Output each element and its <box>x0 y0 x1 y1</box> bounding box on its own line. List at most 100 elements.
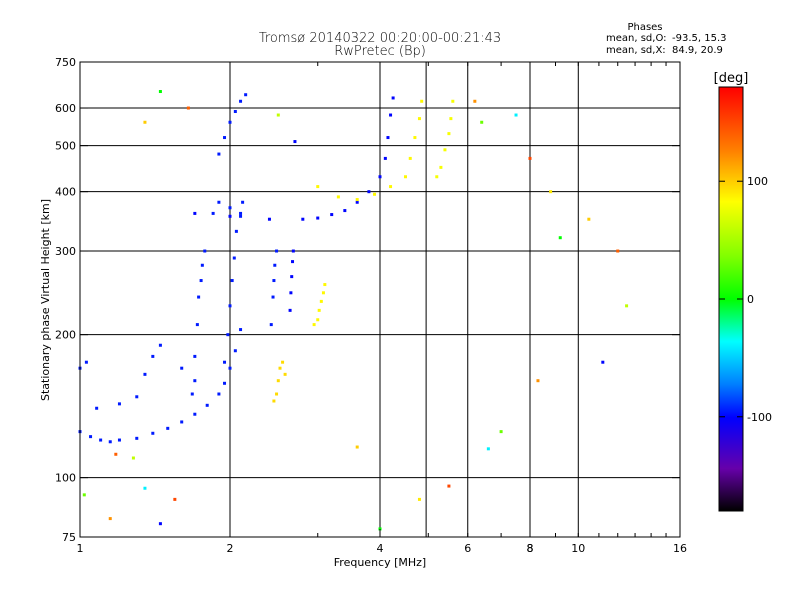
data-point <box>108 517 112 521</box>
data-point <box>301 217 305 221</box>
data-point <box>199 279 203 283</box>
data-point <box>275 392 279 396</box>
colorbar-unit-label: [deg] <box>714 71 749 86</box>
data-point <box>271 295 275 299</box>
data-point <box>355 200 359 204</box>
data-point <box>173 497 177 501</box>
data-point <box>343 209 347 213</box>
data-point <box>228 304 232 308</box>
data-point <box>211 211 215 215</box>
data-point <box>378 175 382 179</box>
data-point <box>114 452 118 456</box>
data-point <box>117 402 121 406</box>
data-point <box>158 522 162 526</box>
data-point <box>288 308 292 312</box>
data-point <box>316 216 320 220</box>
data-point <box>217 200 221 204</box>
data-point <box>316 185 320 189</box>
data-point <box>420 99 424 103</box>
data-point <box>158 90 162 94</box>
data-point <box>186 106 190 110</box>
data-point <box>143 372 147 376</box>
x-tick-label: 1 <box>77 542 84 555</box>
data-point <box>417 117 421 121</box>
data-point <box>601 360 605 364</box>
data-point <box>480 120 484 124</box>
data-point <box>272 279 276 283</box>
data-point <box>549 190 553 194</box>
x-tick-label: 6 <box>464 542 471 555</box>
data-point <box>558 236 562 240</box>
data-point <box>143 120 147 124</box>
data-point <box>193 412 197 416</box>
data-point <box>228 214 232 218</box>
data-point <box>283 372 287 376</box>
y-tick-label: 750 <box>55 56 76 69</box>
data-point <box>312 323 316 327</box>
x-tick-label: 8 <box>527 542 534 555</box>
x-tick-label: 16 <box>673 542 687 555</box>
data-point <box>499 430 503 434</box>
colorbar-tick-label: -100 <box>747 411 772 424</box>
data-point <box>355 445 359 449</box>
data-point <box>151 431 155 435</box>
chart-title: Tromsø 20140322 00:20:00-00:21:43 <box>259 31 501 46</box>
info-line-o-values: -93.5, 15.3 <box>672 33 727 44</box>
data-point <box>135 436 139 440</box>
data-point <box>131 456 135 460</box>
data-point <box>233 109 237 113</box>
data-point <box>391 96 395 100</box>
data-point <box>193 211 197 215</box>
data-point <box>587 217 591 221</box>
data-point <box>180 366 184 370</box>
data-point <box>451 99 455 103</box>
data-point <box>367 190 371 194</box>
data-point <box>143 486 147 490</box>
y-tick-label: 600 <box>55 102 76 115</box>
info-line-o-label: mean, sd,O: <box>606 33 667 44</box>
data-point <box>317 308 321 312</box>
data-point <box>228 366 232 370</box>
data-point <box>180 420 184 424</box>
data-point <box>281 360 285 364</box>
data-point <box>447 484 451 488</box>
data-point <box>108 440 112 444</box>
data-point <box>443 148 447 152</box>
data-point <box>625 304 629 308</box>
data-point <box>413 136 417 140</box>
data-point <box>383 156 387 160</box>
data-point <box>439 165 443 169</box>
grid-lines <box>79 62 680 537</box>
data-point <box>355 198 359 202</box>
data-point <box>239 328 243 332</box>
data-point <box>233 349 237 353</box>
data-point <box>449 117 453 121</box>
data-point <box>528 156 532 160</box>
data-point <box>228 206 232 210</box>
data-point <box>435 175 439 179</box>
colorbar-tick-label: 100 <box>747 175 768 188</box>
data-point <box>239 214 243 218</box>
data-point <box>223 381 227 385</box>
data-point <box>158 343 162 347</box>
data-point <box>84 360 88 364</box>
colorbar-tick-label: 0 <box>747 293 754 306</box>
data-point <box>293 140 297 144</box>
data-point <box>269 323 273 327</box>
data-point <box>473 99 477 103</box>
y-tick-label: 500 <box>55 140 76 153</box>
data-point <box>267 217 271 221</box>
data-point <box>193 354 197 358</box>
y-tick-label: 75 <box>62 531 76 544</box>
x-tick-label: 8 <box>527 542 534 555</box>
data-point <box>319 299 323 303</box>
data-point <box>223 360 227 364</box>
info-line-x-label: mean, sd,X: <box>606 45 666 56</box>
data-point <box>323 283 327 287</box>
y-tick-label: 300 <box>55 245 76 258</box>
data-point <box>290 275 294 279</box>
data-point <box>386 136 390 140</box>
data-point <box>291 249 295 253</box>
data-point <box>195 323 199 327</box>
data-point <box>244 93 248 97</box>
